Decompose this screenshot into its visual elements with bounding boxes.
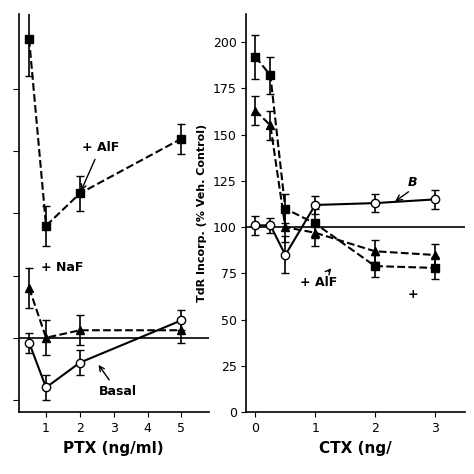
X-axis label: PTX (ng/ml): PTX (ng/ml) (64, 441, 164, 456)
Text: + AlF: + AlF (82, 141, 119, 190)
Text: +: + (408, 288, 419, 301)
Y-axis label: TdR Incorp. (% Veh. Control): TdR Incorp. (% Veh. Control) (197, 124, 207, 302)
Text: + AlF: + AlF (300, 269, 337, 290)
Text: + NaF: + NaF (41, 261, 83, 273)
Text: B: B (408, 176, 417, 190)
X-axis label: CTX (ng/: CTX (ng/ (319, 441, 392, 456)
Text: Basal: Basal (99, 366, 137, 398)
